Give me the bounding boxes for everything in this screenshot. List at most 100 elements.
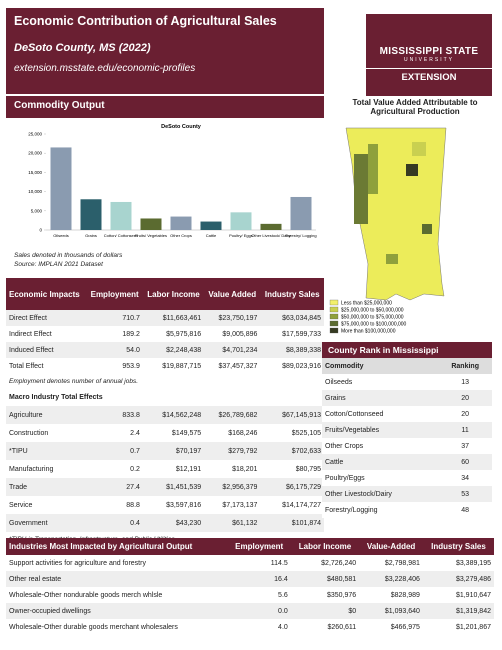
table-cell: 0.2	[130, 465, 140, 473]
table-row: Poultry/Eggs 34	[322, 470, 492, 486]
table-row: Indirect Effect 189.2 $5,975,816 $9,005,896…	[6, 326, 324, 342]
map-title: Total Value Added Attributable to Agricu…	[352, 98, 478, 116]
table-cell: $67,145,913	[282, 411, 321, 419]
table-cell: 13	[461, 378, 470, 386]
table-cell: Agriculture	[9, 411, 43, 419]
table-cell: 833.8	[122, 411, 140, 419]
bar	[200, 221, 222, 230]
table-cell: $4,701,234	[222, 346, 258, 354]
table-cell: $14,174,727	[282, 501, 321, 509]
table-cell: Industry Sales	[264, 289, 320, 299]
table-cell: $3,279,486	[455, 575, 491, 583]
impacts-table: Economic Impacts Employment Labor Income Va…	[6, 278, 324, 546]
table-cell: *TIPU	[9, 447, 28, 455]
table-cell: $89,023,916	[282, 362, 321, 370]
chart-title: DeSoto County	[161, 124, 202, 130]
table-cell: $3,597,816	[166, 501, 202, 509]
table-row: Cattle 60	[322, 454, 492, 470]
bar	[260, 223, 282, 230]
table-cell: $279,792	[228, 447, 258, 455]
table-cell: Labor Income	[147, 289, 200, 299]
table-row: *TIPU is Transportation, Infrastructure,…	[6, 532, 324, 546]
table-cell: $14,562,248	[162, 411, 202, 419]
table-cell: 189.2	[122, 330, 140, 338]
table-cell: 953.9	[122, 362, 140, 370]
table-cell: $8,389,338	[285, 346, 321, 354]
table-cell: Trade	[9, 483, 28, 491]
legend-swatch	[329, 327, 339, 334]
table-row: Macro Industry Total Effects	[6, 388, 324, 406]
table-row: Owner-occupied dwellings 0.0 $0 $1,093,640 $…	[6, 603, 494, 619]
table-cell: Forestry/Logging	[325, 506, 378, 514]
bar	[230, 212, 252, 230]
table-cell: 20	[461, 410, 470, 418]
table-cell: 2.4	[130, 429, 140, 437]
table-row: Wholesale-Other durable goods merchant w…	[6, 619, 494, 635]
table-cell: $7,173,137	[222, 501, 258, 509]
table-cell: $2,726,240	[321, 559, 357, 567]
table-cell: 53	[461, 490, 470, 498]
table-cell: $63,034,845	[282, 314, 321, 322]
table-cell: 5.6	[278, 591, 288, 599]
table-cell: 114.5	[270, 559, 288, 567]
table-cell: 4.0	[278, 623, 288, 631]
table-cell: $3,228,406	[384, 575, 420, 583]
table-row: Forestry/Logging 48	[322, 502, 492, 518]
legend-label: $75,000,000 to $100,000,000	[341, 322, 407, 328]
bar	[170, 216, 192, 230]
county	[412, 142, 426, 156]
table-cell: Cotton/Cottonseed	[325, 410, 384, 418]
table-cell: Manufacturing	[9, 465, 54, 473]
table-row: Grains 20	[322, 390, 492, 406]
table-cell: $260,611	[327, 623, 357, 631]
industries-table: Industries Most Impacted by Agricultural…	[6, 538, 494, 635]
table-cell: $1,910,647	[455, 591, 491, 599]
x-tick-label: Grains	[85, 233, 97, 238]
table-cell: Owner-occupied dwellings	[9, 607, 91, 615]
table-cell: 48	[461, 506, 470, 514]
table-cell: $1,451,539	[166, 483, 202, 491]
bar	[110, 201, 132, 230]
table-cell: Wholesale-Other nondurable goods merch w…	[9, 591, 163, 599]
x-tick-label: Cotton/ Cottonseed	[104, 233, 138, 238]
table-cell: $43,230	[175, 519, 202, 527]
x-tick-label: Oilseeds	[53, 233, 69, 238]
table-cell: Support activities for agriculture and f…	[9, 559, 146, 567]
table-cell: $17,599,733	[282, 330, 321, 338]
table-row: Cotton/Cottonseed 20	[322, 406, 492, 422]
table-cell: $1,093,640	[384, 607, 420, 615]
table-cell: Ranking	[451, 362, 479, 370]
county	[368, 144, 378, 194]
table-cell: Direct Effect	[9, 314, 47, 322]
note: Source: IMPLAN 2021 Dataset	[14, 261, 103, 268]
table-cell: $168,246	[228, 429, 258, 437]
bar	[140, 218, 162, 230]
table-row: Commodity Ranking	[322, 358, 492, 374]
table-cell: $0	[348, 607, 357, 615]
x-tick-label: Fruits/ Vegetables	[135, 233, 167, 238]
table-cell: Government	[9, 519, 48, 527]
table-cell: 88.8	[126, 501, 140, 509]
table-row: Total Effect 953.9 $19,887,715 $37,457,327 $…	[6, 358, 324, 374]
table-cell: Economic Impacts	[9, 289, 80, 299]
table-cell: $80,795	[295, 465, 321, 473]
url: extension.msstate.edu/economic-profiles	[14, 63, 196, 74]
table-cell: $19,887,715	[162, 362, 202, 370]
table-cell: Fruits/Vegetables	[325, 426, 380, 434]
table-row: Industries Most Impacted by Agricultural…	[6, 538, 494, 555]
legend-swatch	[329, 320, 339, 327]
table-cell: $350,976	[327, 591, 357, 599]
table-cell: $12,191	[175, 465, 202, 473]
legend-swatch	[329, 313, 339, 320]
table-cell: $466,975	[390, 623, 420, 631]
table-cell: 34	[461, 474, 470, 482]
y-tick-label: 20,000	[28, 151, 42, 156]
table-cell: 0.0	[278, 607, 288, 615]
table-cell: $480,581	[327, 575, 357, 583]
y-tick-label: 5,000	[31, 208, 43, 213]
table-cell: Wholesale-Other durable goods merchant w…	[9, 623, 178, 631]
table-cell: Construction	[9, 429, 49, 437]
county	[406, 164, 418, 176]
table-row: Construction 2.4 $149,575 $168,246 $525,105	[6, 424, 324, 442]
